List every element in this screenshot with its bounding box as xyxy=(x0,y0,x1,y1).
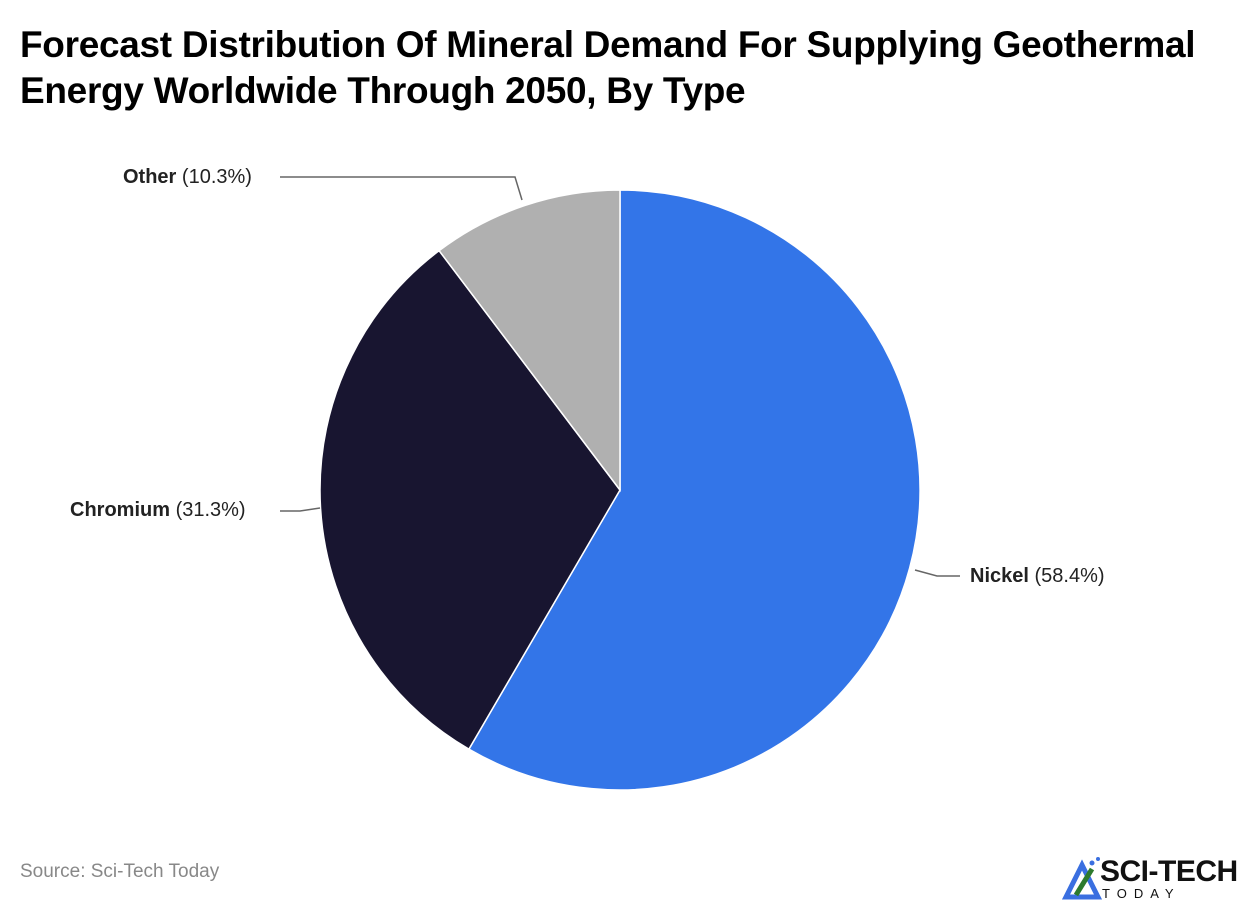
pie-slice-other xyxy=(438,189,621,493)
slice-label-value: (10.3%) xyxy=(181,166,252,188)
slice-label-value: (31.3%) xyxy=(175,499,246,521)
source-note: Source: Sci-Tech Today xyxy=(20,861,220,882)
sci-tech-today-logo: SCI-TECH TODAY xyxy=(1061,855,1238,906)
slice-label-other: Other (10.3%) xyxy=(123,166,252,189)
logo-line1: SCI-TECH xyxy=(1100,855,1238,888)
slice-label-name: Nickel xyxy=(970,565,1029,587)
logo-line2: TODAY xyxy=(1102,886,1181,901)
slice-label-nickel: Nickel (58.4%) xyxy=(970,565,1105,588)
slice-label-name: Other xyxy=(123,166,177,188)
slice-label-name: Chromium xyxy=(70,499,170,521)
leader-line-chromium xyxy=(280,507,321,512)
leader-line-other xyxy=(280,176,523,201)
pie-slice-chromium xyxy=(319,249,621,751)
slice-label-chromium: Chromium (31.3%) xyxy=(70,499,246,522)
pie-slice-nickel xyxy=(467,189,921,791)
leader-line-nickel xyxy=(914,569,960,577)
logo-mark-icon xyxy=(1061,857,1103,900)
slice-label-value: (58.4%) xyxy=(1034,565,1105,587)
chart-title: Forecast Distribution Of Mineral Demand … xyxy=(20,24,1196,111)
